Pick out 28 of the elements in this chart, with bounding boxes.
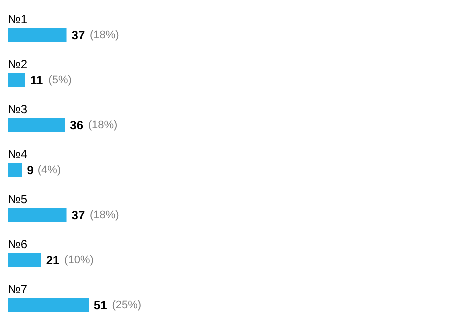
annotation: (4%): [38, 164, 62, 176]
data-label: 9: [27, 164, 34, 178]
bar: [8, 254, 42, 268]
bar: [8, 298, 89, 312]
annotation: (25%): [112, 300, 142, 312]
bar: [8, 118, 66, 132]
data-label: 37: [72, 208, 86, 222]
data-label: 37: [72, 28, 86, 42]
y-tick-label: №1: [8, 12, 28, 26]
annotation: (5%): [48, 74, 72, 86]
annotation: (18%): [90, 30, 120, 42]
annotation: (10%): [64, 254, 94, 266]
y-tick-label: №3: [8, 102, 28, 116]
data-label: 36: [70, 118, 84, 132]
annotation: (18%): [88, 120, 118, 132]
bar: [8, 208, 67, 222]
data-label: 21: [46, 254, 60, 268]
y-tick-label: №4: [8, 148, 28, 162]
y-tick-label: №6: [8, 238, 28, 252]
bar: [8, 74, 26, 88]
y-tick-label: №5: [8, 192, 28, 206]
bar: [8, 164, 22, 178]
y-tick-label: №7: [8, 282, 28, 296]
annotation: (18%): [90, 210, 120, 222]
bar: [8, 28, 67, 42]
y-tick-label: №2: [8, 58, 28, 72]
data-label: 51: [94, 298, 108, 312]
data-label: 11: [30, 74, 44, 88]
